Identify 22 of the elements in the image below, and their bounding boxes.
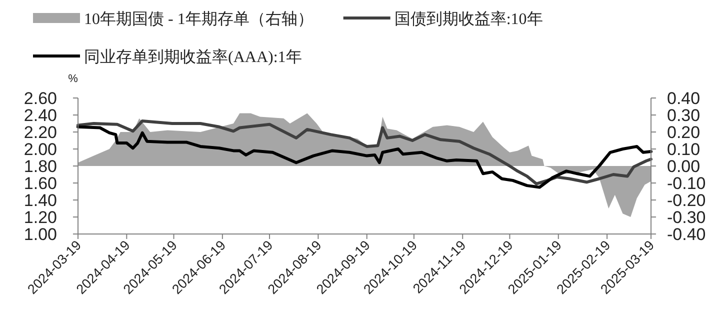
y-tick-label: 2.20	[24, 123, 57, 142]
y2-tick-label: 0.30	[667, 106, 700, 125]
y-tick-label: 1.60	[24, 174, 57, 193]
y2-tick-label: -0.10	[667, 174, 706, 193]
y2-tick-label: -0.30	[667, 208, 706, 227]
y2-tick-label: 0.40	[667, 89, 700, 108]
y2-tick-label: 0.00	[667, 157, 700, 176]
legend-label: 同业存单到期收益率(AAA):1年	[84, 48, 302, 66]
y2-tick-label: 0.20	[667, 123, 700, 142]
y2-tick-label: -0.20	[667, 191, 706, 210]
legend-label: 国债到期收益率:10年	[394, 10, 543, 28]
y-tick-label: 2.60	[24, 89, 57, 108]
y-tick-label: 1.20	[24, 208, 57, 227]
y-tick-label: 1.80	[24, 157, 57, 176]
legend-label: 10年期国债 - 1年期存单（右轴）	[84, 10, 314, 28]
y-tick-label: 1.00	[24, 225, 57, 244]
y2-tick-label: -0.40	[667, 225, 706, 244]
y-tick-label: 1.40	[24, 191, 57, 210]
y2-tick-label: 0.10	[667, 140, 700, 159]
y-tick-label: 2.40	[24, 106, 57, 125]
y-axis-title: %	[68, 73, 78, 85]
y-tick-label: 2.00	[24, 140, 57, 159]
